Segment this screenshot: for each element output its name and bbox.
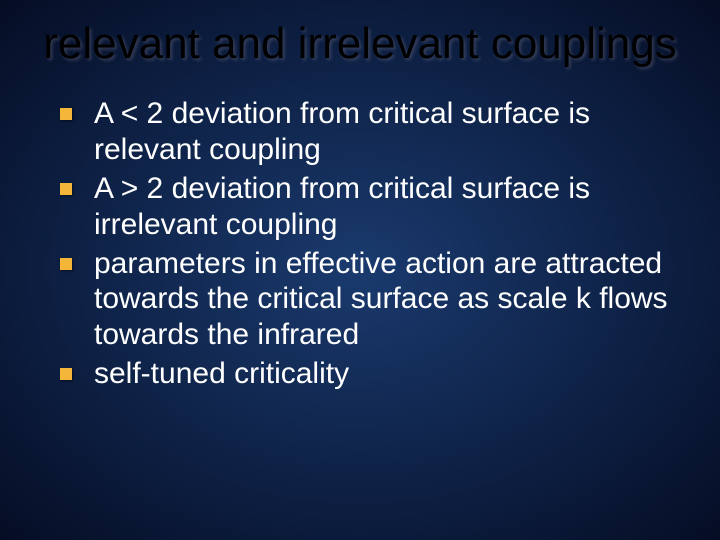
slide: relevant and irrelevant couplings A < 2 … [0,0,720,540]
list-item: parameters in effective action are attra… [60,246,680,352]
bullet-list: A < 2 deviation from critical surface is… [40,96,680,391]
slide-title: relevant and irrelevant couplings [40,20,680,68]
list-item: A < 2 deviation from critical surface is… [60,96,680,167]
list-item: A > 2 deviation from critical surface is… [60,171,680,242]
list-item: self-tuned criticality [60,356,680,391]
